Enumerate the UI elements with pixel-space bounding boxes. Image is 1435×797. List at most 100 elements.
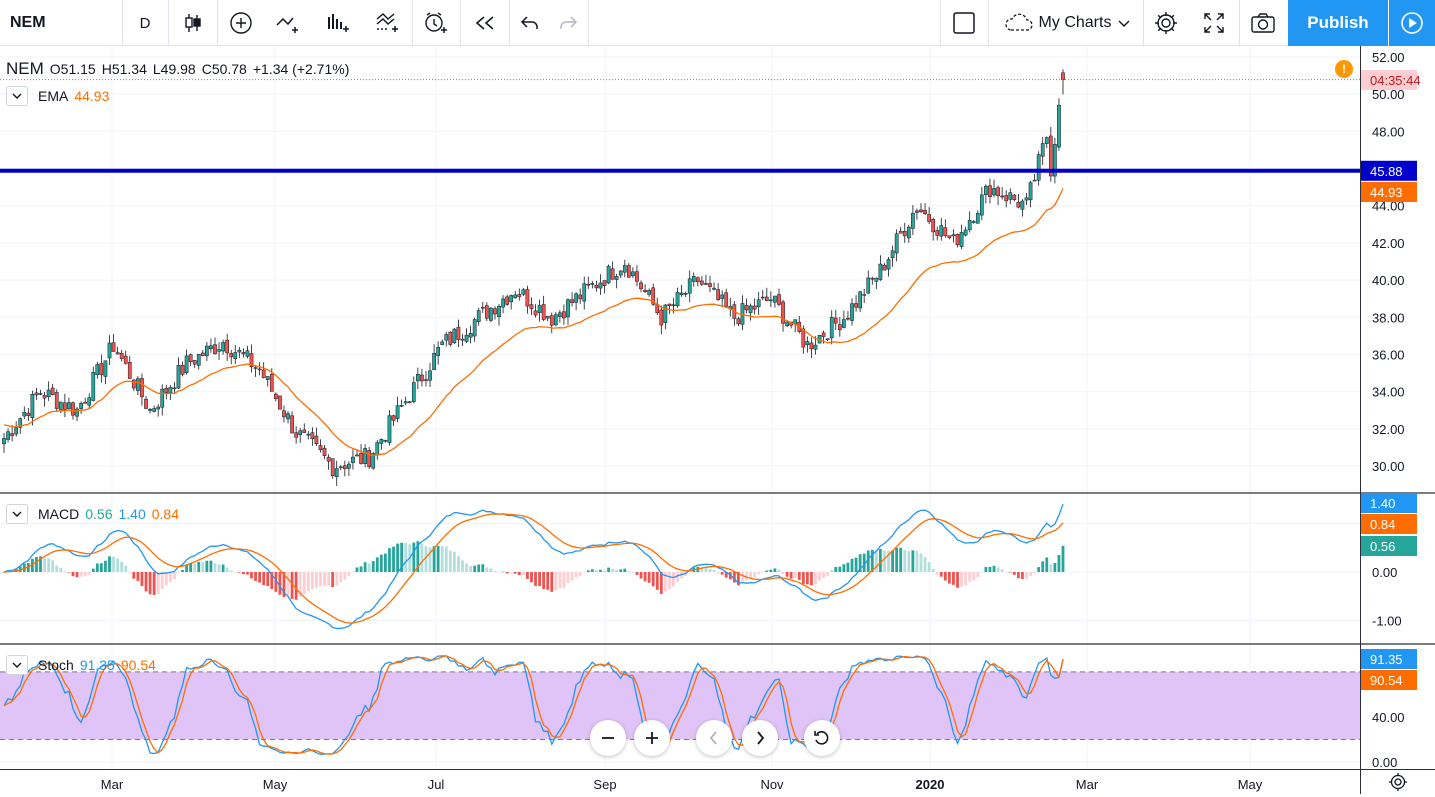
zoom-out-button[interactable]	[590, 720, 626, 756]
macd-legend-signal: 0.84	[151, 506, 179, 522]
undo-icon[interactable]	[510, 0, 550, 46]
macd-histogram-bar	[582, 572, 586, 573]
candles-icon[interactable]	[170, 0, 216, 46]
candle-body	[290, 415, 294, 434]
macd-histogram-bar	[225, 567, 229, 572]
macd-histogram-bar	[761, 571, 765, 573]
macd-hist-badge-bg	[1361, 536, 1417, 556]
stoch-legend-label[interactable]: Stoch	[38, 657, 74, 673]
fullscreen-icon[interactable]	[1191, 0, 1237, 46]
collapse-chevron-icon[interactable]	[6, 86, 28, 106]
layout-icon[interactable]	[941, 0, 987, 46]
alert-clock-icon[interactable]	[413, 0, 459, 46]
macd-legend-hist: 0.56	[85, 506, 113, 522]
candle-body	[1028, 182, 1033, 201]
collapse-chevron-icon[interactable]	[6, 655, 28, 675]
gear-icon[interactable]	[1143, 0, 1189, 46]
macd-histogram-bar	[375, 557, 379, 572]
candle-body	[91, 372, 96, 401]
candle-body	[756, 299, 761, 307]
zoom-in-button[interactable]	[634, 720, 670, 756]
macd-histogram-bar	[400, 542, 404, 572]
my-charts-button[interactable]: My Charts	[992, 0, 1142, 46]
ema-line	[3, 188, 1064, 456]
macd-histogram-bar	[659, 572, 663, 594]
macd-histogram-bar	[513, 572, 517, 574]
candle-body	[237, 349, 242, 353]
divider	[588, 0, 589, 46]
indicators-icon[interactable]	[266, 0, 312, 46]
candle-body	[1036, 154, 1041, 181]
ema-legend-label[interactable]: EMA	[38, 88, 69, 104]
candle-body	[602, 280, 607, 286]
play-icon[interactable]	[1389, 0, 1435, 46]
macd-tick-label: -1.00	[1372, 614, 1402, 629]
candle-body	[34, 392, 39, 396]
candle-body	[209, 345, 213, 350]
candle-body	[176, 365, 181, 389]
interval-selector[interactable]: D	[139, 14, 151, 32]
candle-body	[590, 283, 595, 285]
macd-histogram-bar	[335, 572, 339, 586]
macd-histogram-bar	[388, 548, 391, 572]
candle-body	[127, 362, 132, 379]
axis-settings-gear-icon[interactable]	[1388, 772, 1410, 794]
alert-warning-icon[interactable]: !	[1335, 60, 1353, 78]
macd-histogram-bar	[461, 560, 464, 572]
templates-icon[interactable]	[365, 0, 411, 46]
hline-price-badge: 45.88	[1370, 164, 1403, 179]
candle-body	[906, 226, 911, 239]
candle-body	[63, 402, 67, 410]
candle-body	[1053, 144, 1057, 177]
candle-body	[890, 250, 895, 259]
axes: 52.00 50.00 48.00 44.00 42.00 40.00 38.00 36.00…	[0, 46, 1435, 794]
macd-histogram-bar	[639, 572, 643, 579]
collapse-chevron-icon[interactable]	[6, 504, 28, 524]
macd-histogram-bar	[911, 550, 915, 572]
candle-body	[675, 292, 680, 306]
price-tick-label: 50.00	[1372, 87, 1405, 102]
financials-icon[interactable]	[316, 0, 362, 46]
legend-low: L49.98	[152, 61, 196, 77]
macd-histogram-bar	[310, 572, 314, 590]
legend-symbol[interactable]: NEM	[6, 59, 44, 78]
macd-histogram-bar	[79, 572, 83, 577]
stoch-k-badge-bg	[1361, 649, 1417, 669]
redo-icon[interactable]	[548, 0, 588, 46]
macd-histogram-bar	[35, 556, 38, 572]
candle-body	[833, 317, 838, 324]
candle-body	[1040, 143, 1045, 157]
candle-body	[407, 401, 412, 403]
candle-body	[213, 344, 217, 355]
chart-area[interactable]: 52.00 50.00 48.00 44.00 42.00 40.00 38.00 36.00…	[0, 46, 1435, 794]
macd-legend-label[interactable]: MACD	[38, 506, 80, 522]
symbol-search[interactable]: NEM	[10, 14, 46, 31]
scroll-right-button[interactable]	[742, 720, 778, 756]
compare-add-icon[interactable]	[218, 0, 264, 46]
candle-body	[931, 219, 936, 233]
price-tick-label: 44.00	[1372, 199, 1405, 214]
macd-histogram-bar	[39, 556, 42, 572]
divider	[940, 0, 941, 46]
divider	[1143, 0, 1144, 46]
price-tick-label: 30.00	[1372, 459, 1405, 474]
candle-body	[338, 466, 343, 469]
candle-body	[558, 312, 562, 317]
macd-histogram-bar	[201, 562, 205, 572]
macd-histogram-bar	[578, 572, 582, 577]
macd-histogram-bar	[635, 572, 639, 575]
camera-icon[interactable]	[1240, 0, 1286, 46]
reset-chart-button[interactable]	[804, 720, 840, 756]
replay-icon[interactable]	[462, 0, 508, 46]
macd-histogram-bar	[233, 572, 237, 573]
publish-button[interactable]: Publish	[1288, 0, 1388, 46]
candle-body	[180, 365, 185, 375]
macd-histogram-bar	[51, 560, 55, 572]
candle-body	[107, 342, 112, 359]
macd-histogram-bar	[416, 541, 420, 572]
macd-histogram-bar	[724, 572, 728, 578]
candle-body	[667, 303, 672, 306]
macd-histogram-bar	[526, 572, 529, 579]
scroll-left-button[interactable]	[696, 720, 732, 756]
macd-histogram-bar	[112, 556, 115, 572]
